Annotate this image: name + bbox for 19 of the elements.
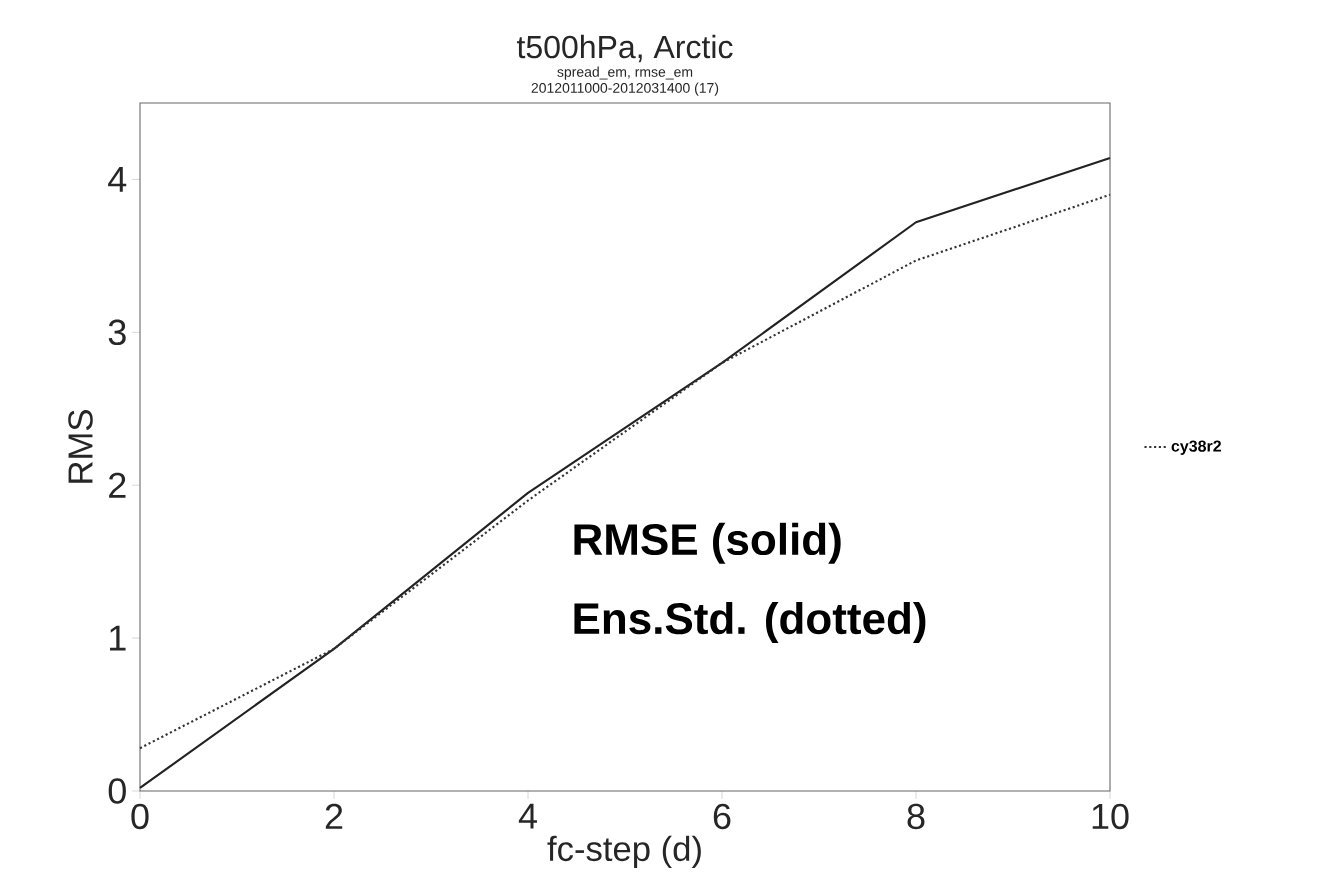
x-tick-label: 8 <box>907 803 925 830</box>
annotation: Ens.Std. (dotted) <box>574 601 926 643</box>
x-axis-title: fc-step (d) <box>547 835 701 868</box>
chart-subtitle: spread_em, rmse_em <box>557 66 693 80</box>
text: 2012011000-2012031400 (17) <box>531 82 719 96</box>
annotation: RMSE (solid) <box>574 522 841 564</box>
x-tick-label: 6 <box>713 803 731 830</box>
y-axis-title: RMS <box>68 410 93 483</box>
x-tick-label: 0 <box>131 803 149 830</box>
y-tick-label: 4 <box>108 167 127 192</box>
y-tick-label: 0 <box>108 778 126 804</box>
legend-label: cy38r2 <box>1171 440 1221 455</box>
x-tick-label: 10 <box>1092 803 1129 830</box>
y-tick-label: 3 <box>108 319 126 346</box>
y-tick-label: 2 <box>109 472 126 498</box>
x-tick-label: 4 <box>518 803 537 829</box>
y-tick-label: 1 <box>110 625 126 651</box>
x-tick-label: 2 <box>325 803 343 829</box>
chart-title: t500hPa, Arctic <box>516 34 733 63</box>
